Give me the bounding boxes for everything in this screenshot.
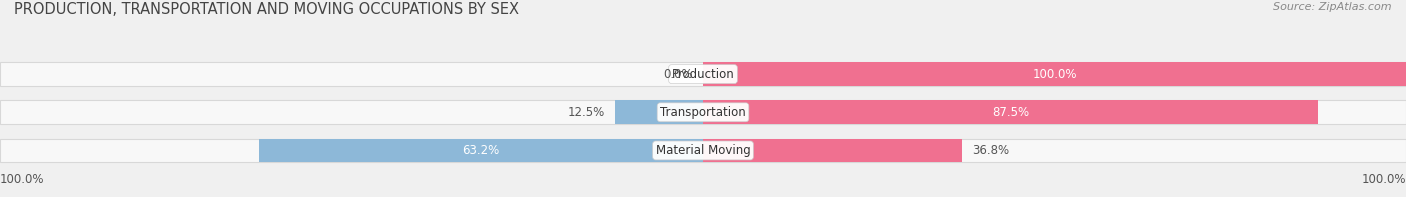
Text: 100.0%: 100.0%: [1032, 68, 1077, 81]
Text: 100.0%: 100.0%: [0, 173, 45, 186]
Text: Source: ZipAtlas.com: Source: ZipAtlas.com: [1274, 2, 1392, 12]
Text: PRODUCTION, TRANSPORTATION AND MOVING OCCUPATIONS BY SEX: PRODUCTION, TRANSPORTATION AND MOVING OC…: [14, 2, 519, 17]
Bar: [259, 139, 703, 162]
Text: 36.8%: 36.8%: [973, 144, 1010, 157]
Bar: [0, 100, 1406, 124]
Text: 12.5%: 12.5%: [568, 106, 605, 119]
Bar: [0, 62, 1406, 86]
Text: Transportation: Transportation: [661, 106, 745, 119]
Text: 100.0%: 100.0%: [1361, 173, 1406, 186]
Text: Material Moving: Material Moving: [655, 144, 751, 157]
Bar: [703, 62, 1406, 86]
Bar: [616, 100, 703, 124]
Text: 0.0%: 0.0%: [662, 68, 693, 81]
Bar: [703, 100, 1319, 124]
Text: Production: Production: [672, 68, 734, 81]
Bar: [0, 139, 1406, 162]
Bar: [703, 139, 962, 162]
Text: 63.2%: 63.2%: [463, 144, 499, 157]
Text: 87.5%: 87.5%: [993, 106, 1029, 119]
